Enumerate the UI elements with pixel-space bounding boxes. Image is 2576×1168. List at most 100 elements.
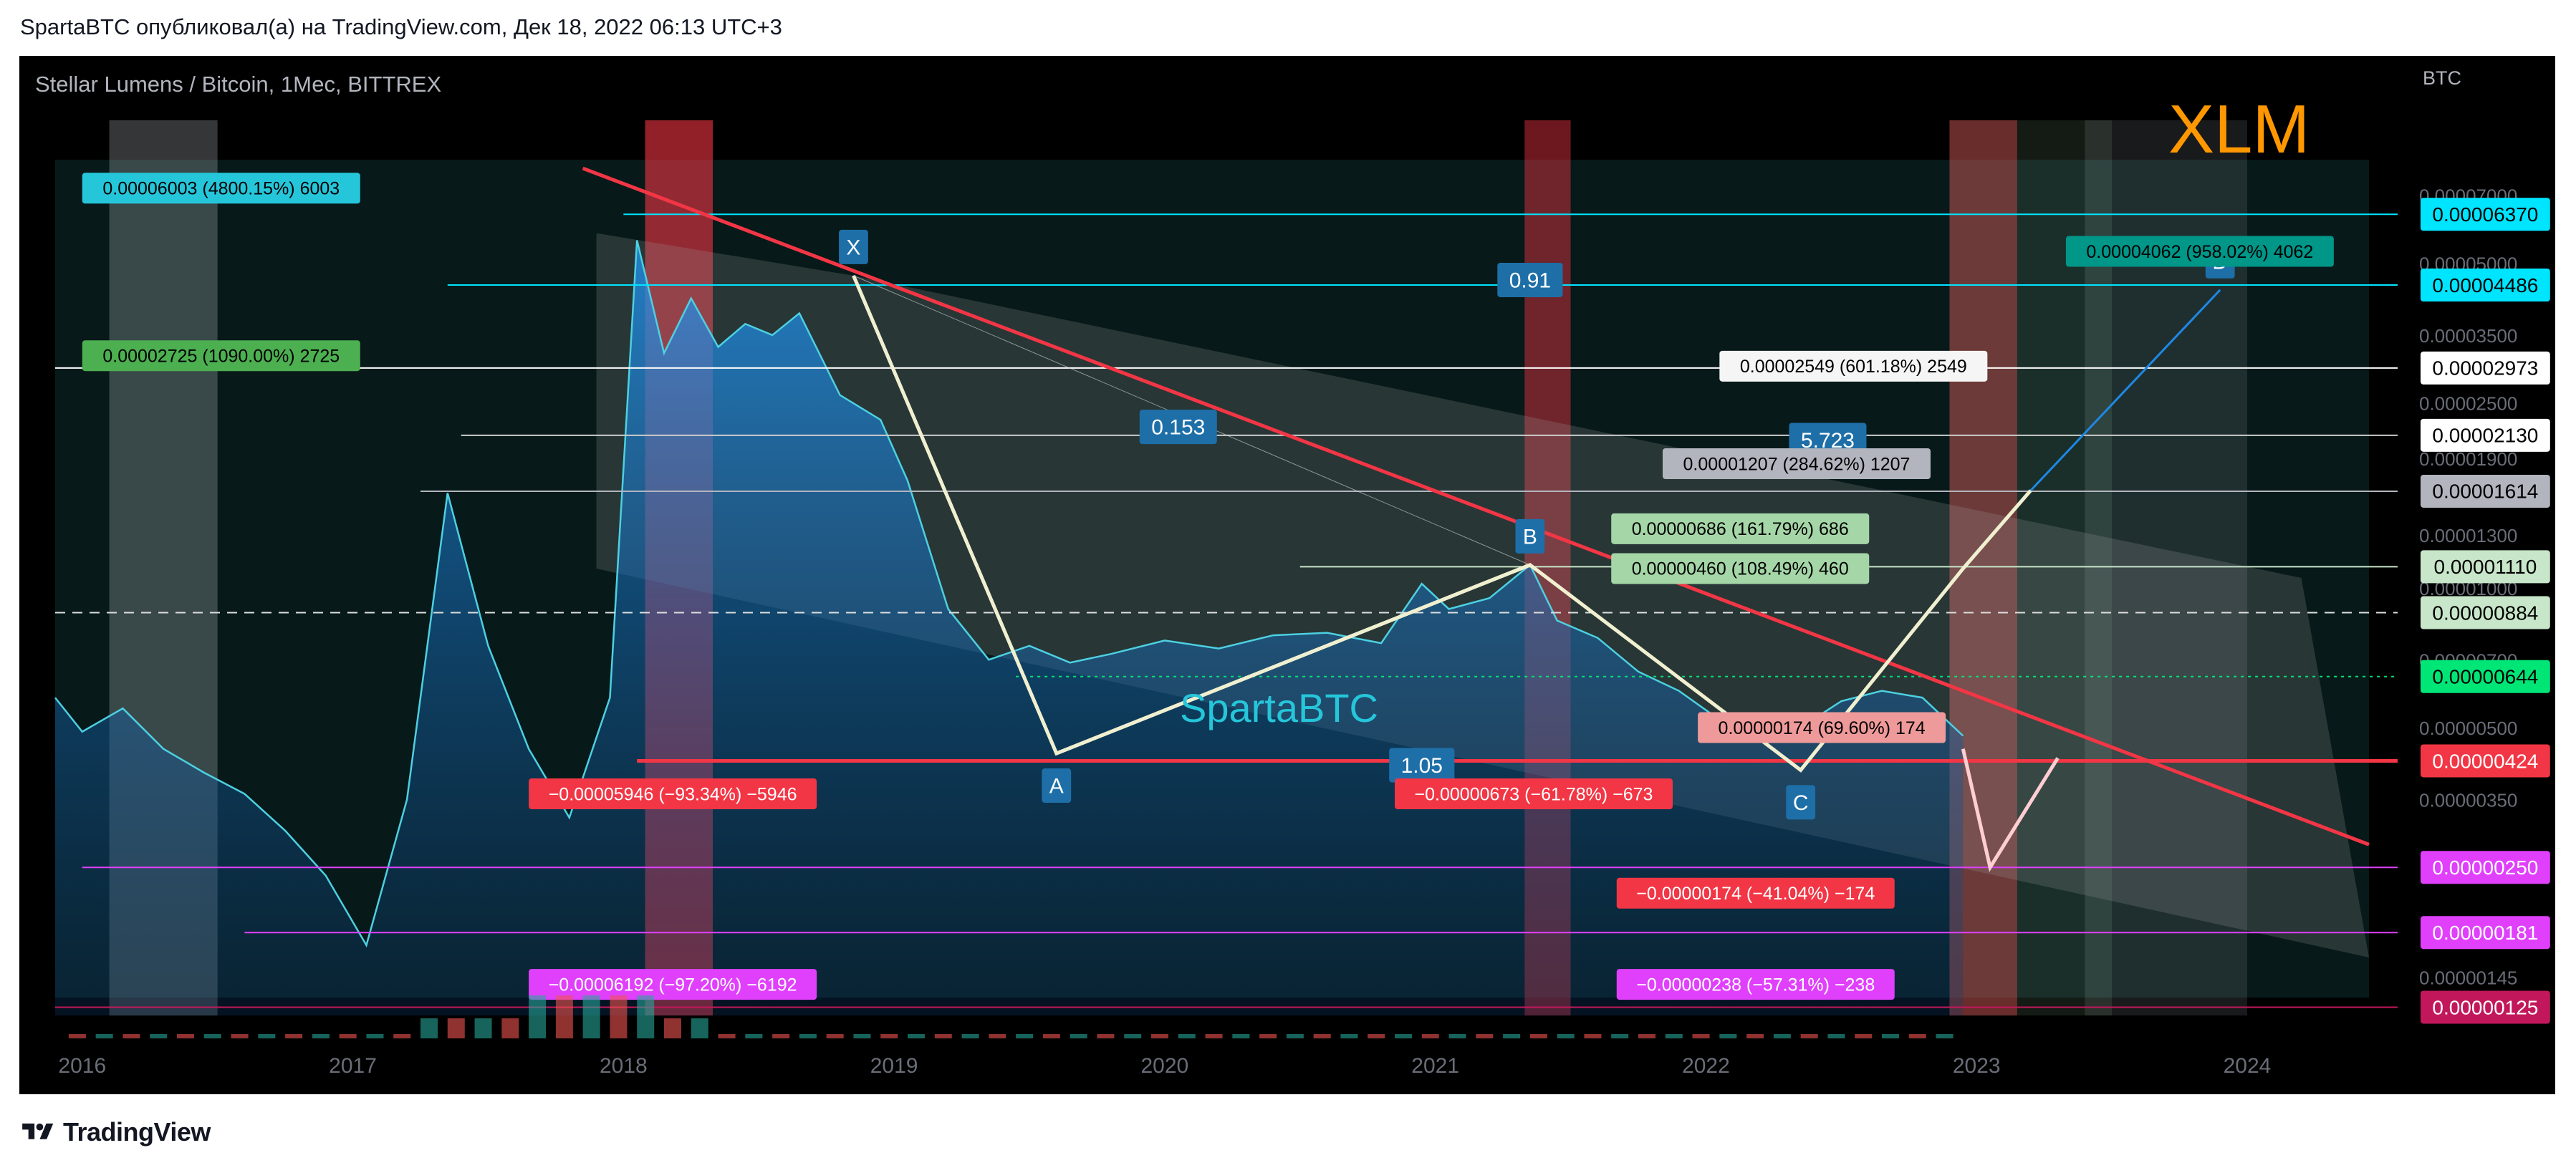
pattern-point-x-bg xyxy=(839,229,868,264)
ratio-label-3: 1.05 xyxy=(1389,748,1455,783)
measure-label-4-bg xyxy=(1395,778,1673,810)
pattern-point-x-text: X xyxy=(846,236,860,259)
volume-bar-56 xyxy=(1584,1034,1602,1038)
volume-bar-29 xyxy=(853,1034,871,1038)
price-label-8-text: 0.00000424 xyxy=(2432,750,2538,772)
volume-bar-34 xyxy=(989,1034,1006,1038)
volume-bar-63 xyxy=(1773,1034,1791,1038)
price-label-6-bg xyxy=(2421,596,2550,629)
price-label-0-bg xyxy=(2421,198,2550,231)
x-tick-2016: 2016 xyxy=(58,1054,106,1078)
volume-bar-30 xyxy=(880,1034,898,1038)
volume-bar-68 xyxy=(1908,1034,1926,1038)
measure-label-7-bg xyxy=(1663,448,1931,480)
measure-label-9: 0.00000460 (108.49%) 460 xyxy=(1611,553,1870,584)
volume-bar-53 xyxy=(1503,1034,1521,1038)
volume-bar-67 xyxy=(1882,1034,1899,1038)
x-tick-2024: 2024 xyxy=(2224,1054,2272,1078)
volume-bar-5 xyxy=(203,1034,221,1038)
tradingview-footer[interactable]: TradingView xyxy=(20,1114,211,1150)
volume-bar-47 xyxy=(1340,1034,1358,1038)
resistance-trendline xyxy=(582,166,2370,846)
measure-label-8-bg xyxy=(1611,513,1870,544)
volume-bar-24 xyxy=(718,1034,736,1038)
pattern-point-c-text: C xyxy=(1793,791,1809,815)
volume-bar-18 xyxy=(555,995,573,1038)
measure-label-2-text: −0.00005946 (−93.34%) −5946 xyxy=(549,784,797,804)
pattern-point-c-bg xyxy=(1786,785,1816,820)
price-label-11-bg xyxy=(2421,990,2550,1024)
price-label-7-text: 0.00000644 xyxy=(2432,666,2538,688)
volume-bar-42 xyxy=(1205,1034,1223,1038)
measure-label-7: 0.00001207 (284.62%) 1207 xyxy=(1663,448,1931,480)
volume-bar-23 xyxy=(691,1018,708,1038)
y-unit-label: BTC xyxy=(2423,67,2461,89)
volume-bar-62 xyxy=(1746,1034,1764,1038)
volume-bar-64 xyxy=(1800,1034,1818,1038)
price-line-0 xyxy=(54,240,1964,948)
volume-bar-0 xyxy=(68,1034,86,1038)
x-tick-2022: 2022 xyxy=(1682,1054,1730,1078)
measure-label-10-text: 0.00000174 (69.60%) 174 xyxy=(1719,718,1926,738)
volume-bar-27 xyxy=(799,1034,817,1038)
x-tick-2019: 2019 xyxy=(870,1054,918,1078)
y-tick-3: 0.00002500 xyxy=(2419,393,2517,415)
volume-bar-16 xyxy=(501,1018,519,1038)
measure-label-6-text: 0.00002549 (601.18%) 2549 xyxy=(1740,357,1967,377)
volume-bar-3 xyxy=(150,1034,168,1038)
measure-label-12: −0.00000238 (−57.31%) −238 xyxy=(1616,969,1895,1000)
volume-bar-48 xyxy=(1368,1034,1385,1038)
volume-bar-51 xyxy=(1448,1034,1466,1038)
price-label-4-bg xyxy=(2421,474,2550,508)
pattern-point-b-bg xyxy=(1515,518,1545,554)
price-label-11: 0.00000125 xyxy=(2421,990,2550,1024)
measure-label-11-text: −0.00000174 (−41.04%) −174 xyxy=(1636,884,1875,904)
y-tick-8: 0.00000500 xyxy=(2419,718,2517,739)
volume-bar-31 xyxy=(908,1034,925,1038)
price-area-fill-0 xyxy=(55,240,1964,1016)
volume-bar-13 xyxy=(420,1018,438,1038)
measure-label-4-text: −0.00000673 (−61.78%) −673 xyxy=(1415,784,1653,804)
volume-bar-38 xyxy=(1097,1034,1115,1038)
pattern-point-c: C xyxy=(1786,785,1816,820)
projection-dip xyxy=(1961,748,2060,872)
ratio-label-0-bg xyxy=(1139,410,1217,445)
pattern-point-b-text: B xyxy=(1523,525,1537,549)
publication-header: SpartaBTC опубликовал(а) на TradingView.… xyxy=(20,14,782,39)
xabcd-pattern-line xyxy=(852,274,2032,773)
volume-bar-4 xyxy=(177,1034,194,1038)
volume-bar-50 xyxy=(1421,1034,1439,1038)
volume-bar-15 xyxy=(474,1018,492,1038)
chart-watermark: SpartaBTC xyxy=(1180,685,1378,730)
volume-bar-26 xyxy=(772,1034,790,1038)
volume-bar-43 xyxy=(1232,1034,1250,1038)
pattern-point-a-bg xyxy=(1042,768,1072,803)
measure-label-12-bg xyxy=(1616,969,1895,1000)
pattern-point-x: X xyxy=(839,229,868,264)
volume-bar-1 xyxy=(95,1034,113,1038)
y-tick-5: 0.00001300 xyxy=(2419,525,2517,546)
ab-leg xyxy=(1055,563,1531,756)
y-tick-2: 0.00003500 xyxy=(2419,325,2517,347)
price-label-5-bg xyxy=(2421,550,2550,584)
measure-label-2-bg xyxy=(529,778,817,810)
price-label-10-text: 0.00000181 xyxy=(2432,922,2538,944)
measure-label-8: 0.00000686 (161.79%) 686 xyxy=(1611,513,1870,544)
price-label-0: 0.00006370 xyxy=(2421,198,2550,231)
volume-bar-6 xyxy=(231,1034,249,1038)
volume-bar-39 xyxy=(1124,1034,1142,1038)
measure-label-5: 0.00004062 (958.02%) 4062 xyxy=(2065,236,2334,267)
measure-label-7-text: 0.00001207 (284.62%) 1207 xyxy=(1683,454,1911,474)
symbol-badge: XLM xyxy=(2168,91,2310,168)
volume-bar-22 xyxy=(664,1018,681,1038)
price-label-1-text: 0.00004486 xyxy=(2432,274,2538,296)
measure-label-10-bg xyxy=(1698,712,1946,743)
y-tick-9: 0.00000350 xyxy=(2419,789,2517,811)
price-label-2-bg xyxy=(2421,351,2550,385)
volume-bar-14 xyxy=(447,1018,465,1038)
volume-bar-8 xyxy=(285,1034,303,1038)
tradingview-brand: TradingView xyxy=(63,1117,211,1147)
volume-bar-35 xyxy=(1016,1034,1034,1038)
